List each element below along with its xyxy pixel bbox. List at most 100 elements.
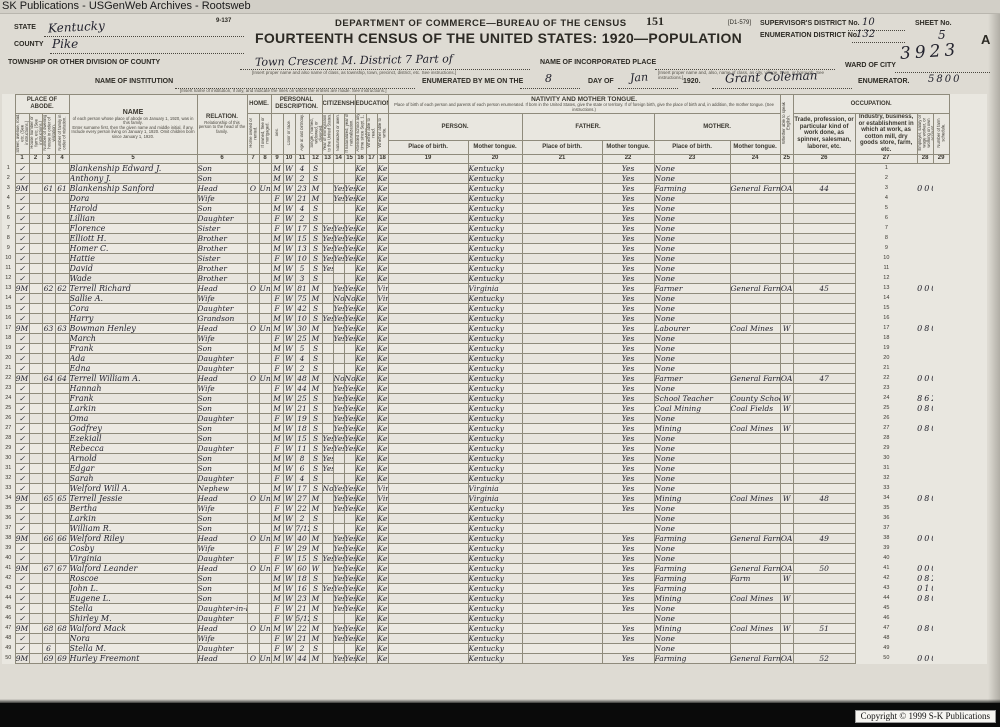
father-mother-tongue — [387, 442, 469, 454]
row-number-right: 25 — [883, 404, 890, 411]
family-number — [54, 412, 70, 424]
father-birthplace: Kentucky — [376, 422, 389, 434]
can-read: Yes — [332, 652, 345, 664]
can-write: Yes — [343, 552, 356, 564]
father-birthplace: Kentucky — [376, 362, 389, 374]
sex: F — [270, 602, 284, 614]
row-number-left: 19 — [5, 344, 12, 351]
occupation: None — [653, 292, 731, 304]
speaks-english: Yes — [601, 452, 655, 464]
can-write: Yes — [343, 282, 356, 294]
speaks-english: Yes — [601, 332, 655, 344]
industry — [729, 512, 781, 524]
department-line: DEPARTMENT OF COMMERCE—BUREAU OF THE CEN… — [335, 18, 627, 29]
row-number-right: 20 — [883, 354, 890, 361]
father-mother-tongue — [387, 212, 469, 224]
street-mark: 9M — [14, 282, 30, 294]
father-birthplace: Kentucky — [376, 262, 389, 274]
column-mortgaged: If owned, free or mortgaged. — [258, 113, 272, 155]
relation: Daughter — [196, 412, 248, 424]
enumeration-district-value: 132 — [856, 29, 876, 40]
father-birthplace: Kentucky — [376, 192, 389, 204]
home-owned — [246, 332, 260, 344]
name: Larkin — [68, 512, 198, 524]
color-race: W — [282, 382, 296, 394]
farm-schedule — [792, 172, 856, 184]
column-can-read: Whether able to read. — [365, 113, 378, 155]
person-birthplace: Kentucky — [354, 552, 367, 564]
mother-mother-tongue — [521, 562, 603, 574]
school-attended — [321, 522, 334, 534]
house-number — [28, 162, 43, 174]
house-number — [28, 242, 43, 254]
can-read: Yes — [332, 492, 345, 504]
mother-birthplace: Kentucky — [467, 292, 523, 304]
person-birthplace: Kentucky — [354, 462, 367, 474]
school-attended — [321, 602, 334, 614]
relation: Brother — [196, 272, 248, 284]
family-number — [54, 362, 70, 374]
can-read: Yes — [332, 542, 345, 554]
edge-annotation — [917, 443, 933, 453]
mortgage: Un — [258, 532, 272, 544]
mother-birthplace: Kentucky — [467, 232, 523, 244]
relation: Daughter — [196, 352, 248, 364]
can-read: Yes — [332, 622, 345, 634]
father-birthplace: Kentucky — [376, 622, 389, 634]
relation: Head — [196, 322, 248, 334]
doc-code: [D1-579] — [728, 20, 752, 26]
father-birthplace: Kentucky — [376, 272, 389, 284]
street-mark: ✓ — [14, 502, 30, 514]
edge-annotation: 000 — [917, 183, 933, 193]
sex: M — [270, 572, 284, 584]
institution-note: [Insert name of institution, if any, and… — [180, 88, 387, 93]
mother-mother-tongue — [521, 612, 603, 624]
age: 81 — [294, 282, 310, 294]
street-mark: 9M — [14, 372, 30, 384]
table-row: 37✓William R.SonMW7/12SKentuckyKentuckyK… — [2, 522, 987, 534]
edge-annotation — [917, 243, 933, 253]
house-number — [28, 292, 43, 304]
home-owned: O — [246, 562, 260, 574]
can-read: Yes — [332, 392, 345, 404]
mother-birthplace: Kentucky — [467, 652, 523, 664]
row-number-right: 50 — [883, 654, 890, 661]
family-number — [54, 642, 70, 654]
person-mother-tongue — [365, 342, 378, 354]
row-number-left: 50 — [5, 654, 12, 661]
father-birthplace: Virginia — [376, 492, 389, 504]
mother-birthplace: Kentucky — [467, 592, 523, 604]
father-mother-tongue — [387, 292, 469, 304]
occupation: Farmer — [653, 282, 731, 294]
house-number — [28, 652, 43, 664]
row-number-right: 11 — [883, 264, 890, 271]
farm-schedule — [792, 432, 856, 444]
can-read: Yes — [332, 282, 345, 294]
farm-schedule — [792, 452, 856, 464]
speaks-english: Yes — [601, 172, 655, 184]
street-mark: ✓ — [14, 642, 30, 654]
industry: General Farm — [729, 532, 781, 544]
census-table-area: PLACE OF ABODE. NAME of each person whos… — [2, 94, 998, 701]
can-write: Yes — [343, 492, 356, 504]
sex: M — [270, 372, 284, 384]
industry: General Farm — [729, 372, 781, 384]
industry — [729, 362, 781, 374]
table-row: 6✓LillianDaughterFW2SKentuckyKentuckyKen… — [2, 212, 987, 224]
house-number — [28, 442, 43, 454]
can-write: Yes — [343, 402, 356, 414]
industry — [729, 332, 781, 344]
industry — [729, 192, 781, 204]
speaks-english: Yes — [601, 362, 655, 374]
street-mark: 9M — [14, 492, 30, 504]
street-mark: ✓ — [14, 472, 30, 484]
mother-birthplace: Kentucky — [467, 252, 523, 264]
mother-birthplace: Kentucky — [467, 192, 523, 204]
table-row: 36✓LarkinSonMW2SKentuckyKentuckyKentucky… — [2, 512, 987, 524]
mortgage: Un — [258, 562, 272, 574]
mother-mother-tongue — [521, 452, 603, 464]
father-birthplace: Kentucky — [376, 632, 389, 644]
edge-annotation: 000 — [917, 373, 933, 383]
father-mother-tongue — [387, 532, 469, 544]
mortgage — [258, 222, 272, 234]
